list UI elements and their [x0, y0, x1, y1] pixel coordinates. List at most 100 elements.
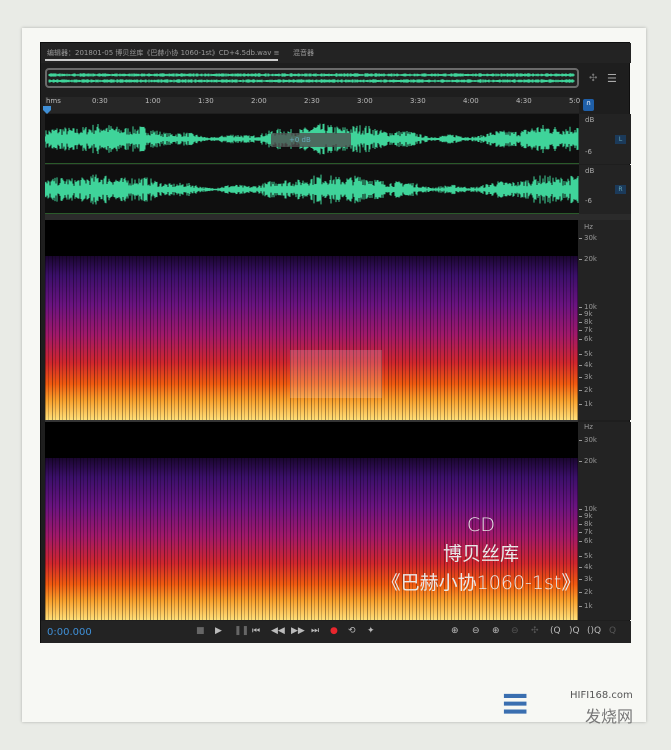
channel-right-button[interactable]: R: [615, 185, 626, 194]
playhead-marker[interactable]: [43, 106, 51, 114]
overview-navigator[interactable]: [45, 68, 579, 88]
frequency-label: 4k: [579, 361, 593, 369]
frequency-axis-left: Hz 30k 20k 10k 9k 8k 7k 6k 5k 4k 3k 2k 1k: [578, 220, 631, 420]
db-label: dB: [585, 167, 595, 175]
play-icon[interactable]: ▶: [215, 626, 222, 636]
frequency-axis-right: Hz 30k 20k 10k 9k 8k 7k 6k 5k 4k 3k 2k 1k: [578, 422, 631, 620]
ruler-tick-label: 1:30: [198, 97, 214, 105]
active-tab-underline: [45, 59, 278, 61]
timeline-ruler[interactable]: hms 0:30 1:00 1:30 2:00 2:30 3:00 3:30 4:00 4:30…: [43, 97, 581, 114]
logo-url: HIFI168.com: [570, 690, 633, 701]
ruler-tick-label: 2:30: [304, 97, 320, 105]
zoom-full-icon[interactable]: ✣: [531, 626, 539, 636]
zoom-in-right-icon[interactable]: )Q: [569, 626, 580, 636]
frequency-label: 6k: [579, 537, 593, 545]
frequency-label: 20k: [579, 457, 597, 465]
loop-icon[interactable]: ⟲: [348, 626, 356, 636]
frequency-label: 1k: [579, 400, 593, 408]
stop-icon[interactable]: ■: [196, 626, 205, 636]
frequency-label: 1k: [579, 602, 593, 610]
current-time[interactable]: 0:00.000: [47, 627, 92, 638]
audio-editor-window: 编辑器：201801-05 博贝丝库《巴赫小协 1060-1st》CD+4.5d…: [40, 42, 631, 643]
zoom-in-amplitude-icon[interactable]: ⊕: [451, 626, 459, 636]
waveform-right[interactable]: [44, 165, 579, 214]
zoom-out-time-icon[interactable]: ⊖: [511, 626, 519, 636]
ruler-tick-label: 3:00: [357, 97, 373, 105]
watermark-line: 《巴赫小协1060-1st》: [381, 572, 581, 594]
db-label: -6: [585, 148, 592, 156]
fast-forward-icon[interactable]: ▶▶: [291, 626, 305, 636]
waveform-right-graphic: [44, 174, 579, 205]
watermark-text: CD 博贝丝库 《巴赫小协1060-1st》: [382, 511, 581, 598]
overview-waveform-path: [48, 79, 575, 83]
logo-mark-icon: ≡: [500, 683, 531, 724]
ruler-tick-label: 3:30: [410, 97, 426, 105]
db-axis-left: dB -6 L: [579, 114, 631, 164]
skip-selection-icon[interactable]: ✦: [367, 626, 375, 636]
tab-mixer[interactable]: 混音器: [293, 49, 314, 57]
record-icon[interactable]: ●: [330, 626, 338, 636]
frequency-label: 2k: [579, 386, 593, 394]
frequency-label: 30k: [579, 234, 597, 242]
hud-gain-control[interactable]: +0 dB: [271, 133, 351, 147]
rewind-icon[interactable]: ◀◀: [271, 626, 285, 636]
tab-editor-label: 编辑器：201801-05 博贝丝库《巴赫小协 1060-1st》CD+4.5d…: [47, 49, 272, 57]
overview-waveform-path: [48, 73, 575, 77]
frequency-label: 10k: [579, 505, 597, 513]
db-label: dB: [585, 116, 595, 124]
ruler-tick-label: 4:00: [463, 97, 479, 105]
zoom-in-time-icon[interactable]: ⊕: [492, 626, 500, 636]
ruler-unit: hms: [46, 97, 61, 105]
frequency-label: 9k: [579, 310, 593, 318]
frequency-label: 7k: [579, 326, 593, 334]
frequency-label: 3k: [579, 373, 593, 381]
frequency-label: 6k: [579, 335, 593, 343]
channel-left-button[interactable]: L: [615, 135, 626, 144]
frequency-label: 30k: [579, 436, 597, 444]
hz-label: Hz: [584, 423, 593, 431]
zoom-navigator-icon[interactable]: ✣: [589, 73, 598, 84]
tab-menu-icon[interactable]: ≡: [273, 49, 280, 57]
watermark-box: [290, 350, 382, 398]
frequency-label: 7k: [579, 528, 593, 536]
ruler-tick-label: 1:00: [145, 97, 161, 105]
zoom-in-left-icon[interactable]: (Q: [550, 626, 561, 636]
watermark-line: CD: [467, 514, 495, 536]
overview-waveform: [48, 73, 575, 83]
db-label: -6: [585, 197, 592, 205]
spectrogram-left[interactable]: [45, 220, 578, 420]
frequency-label: 10k: [579, 303, 597, 311]
frequency-label: 20k: [579, 255, 597, 263]
zoom-selection-icon[interactable]: ()Q: [587, 626, 602, 636]
waveform-path: [44, 174, 579, 205]
frequency-label: 8k: [579, 520, 593, 528]
frequency-label: 5k: [579, 552, 593, 560]
pause-icon[interactable]: ❚❚: [234, 626, 250, 636]
logo-name: 发烧网: [585, 707, 634, 726]
channel-divider: [45, 420, 578, 422]
view-splitter[interactable]: [45, 214, 631, 220]
spectrogram-right[interactable]: [45, 422, 578, 620]
frequency-label: 4k: [579, 563, 593, 571]
ruler-tick-label: 4:30: [516, 97, 532, 105]
tab-editor[interactable]: 编辑器：201801-05 博贝丝库《巴赫小协 1060-1st》CD+4.5d…: [47, 48, 279, 58]
snap-magnet-icon[interactable]: ∩: [583, 99, 594, 111]
watermark-line: 博贝丝库: [442, 543, 519, 565]
hz-label: Hz: [584, 223, 593, 231]
ruler-tick-label: 2:00: [251, 97, 267, 105]
zoom-out-amplitude-icon[interactable]: ⊖: [472, 626, 480, 636]
layout-icon[interactable]: ☰: [607, 72, 617, 85]
skip-forward-icon[interactable]: ⏭: [311, 626, 320, 636]
zoom-all-icon[interactable]: Q: [609, 626, 617, 636]
skip-back-icon[interactable]: ⏮: [252, 626, 261, 636]
frequency-label: 5k: [579, 350, 593, 358]
db-axis-right: dB -6 R: [579, 165, 631, 214]
ruler-tick-label: 5:0: [569, 97, 581, 105]
frequency-label: 9k: [579, 512, 593, 520]
transport-bar: 0:00.000 ■ ▶ ❚❚ ⏮ ◀◀ ▶▶ ⏭ ● ⟲ ✦ ⊕ ⊖ ⊕ ⊖ …: [41, 621, 631, 643]
frequency-label: 8k: [579, 318, 593, 326]
frequency-label: 3k: [579, 575, 593, 583]
panel-tabs: 编辑器：201801-05 博贝丝库《巴赫小协 1060-1st》CD+4.5d…: [41, 43, 631, 63]
frequency-label: 2k: [579, 588, 593, 596]
gain-value: +0 dB: [289, 136, 311, 144]
